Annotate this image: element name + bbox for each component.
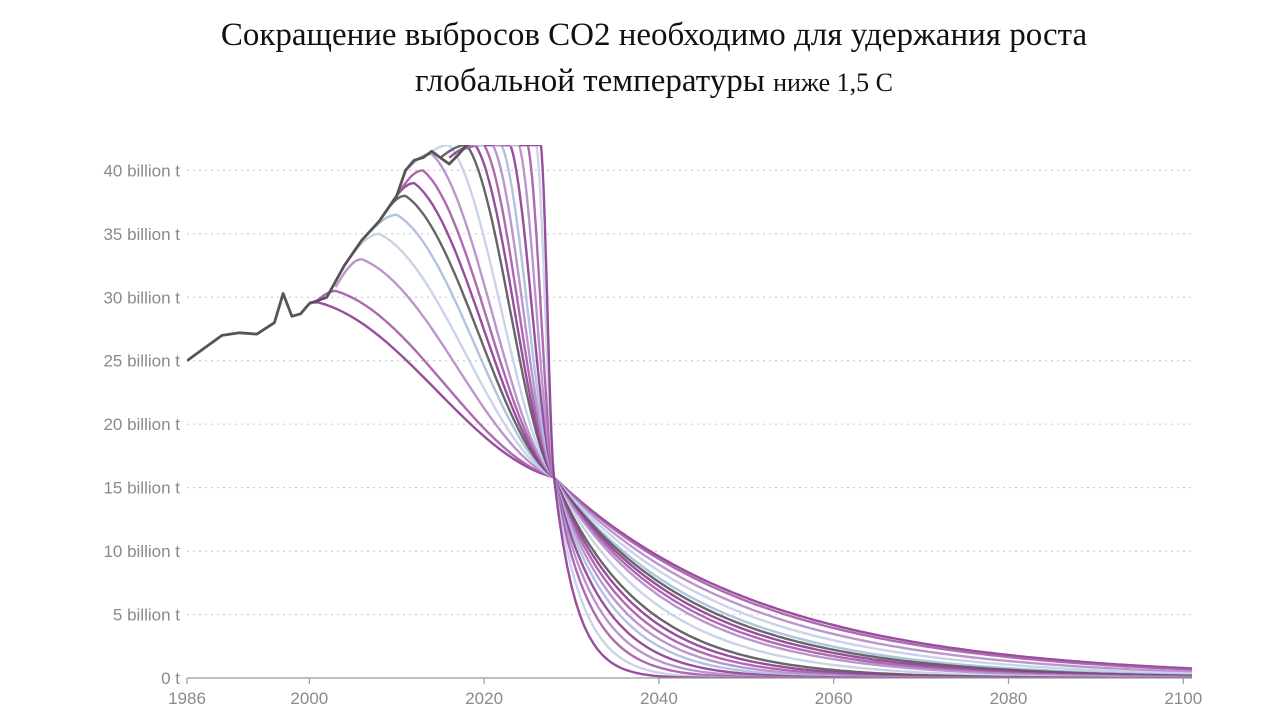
y-axis: 0 t 5 billion t 10 billion t 15 billion t 20… bbox=[103, 161, 180, 688]
y-tick-label: 10 billion t bbox=[103, 542, 180, 561]
x-tick-label: 1986 bbox=[168, 689, 206, 708]
historical-line bbox=[187, 145, 471, 362]
chart-title: Сокращение выбросов CO2 необходимо для у… bbox=[0, 12, 1280, 106]
y-tick-label: 5 billion t bbox=[113, 606, 180, 625]
scenario-line bbox=[317, 289, 1193, 671]
scenario-line bbox=[334, 258, 1193, 673]
y-tick-label: 0 t bbox=[161, 669, 180, 688]
y-tick-label: 40 billion t bbox=[103, 161, 180, 180]
title-line-1: Сокращение выбросов CO2 необходимо для у… bbox=[220, 17, 1088, 53]
scenario-line bbox=[475, 145, 1192, 678]
y-tick-label: 35 billion t bbox=[103, 225, 180, 244]
title-line-2: глобальной температуры ниже 1,5 С bbox=[0, 58, 1280, 106]
y-tick-label: 15 billion t bbox=[103, 479, 180, 498]
x-axis: 1986 2000 2020 2040 2060 2080 2100 bbox=[168, 677, 1202, 708]
x-tick-label: 2020 bbox=[465, 689, 503, 708]
scenario-lines bbox=[308, 145, 1193, 678]
scenario-line bbox=[439, 145, 1192, 678]
grid-lines bbox=[187, 169, 1192, 616]
scenario-line bbox=[492, 145, 1192, 678]
scenario-line bbox=[457, 145, 1192, 678]
title-line-2-small: ниже 1,5 С bbox=[773, 68, 893, 97]
x-tick-label: 2040 bbox=[640, 689, 678, 708]
y-tick-label: 25 billion t bbox=[103, 352, 180, 371]
scenario-line bbox=[308, 301, 1193, 670]
historical-series bbox=[187, 145, 471, 362]
y-tick-label: 20 billion t bbox=[103, 415, 180, 434]
scenario-line bbox=[519, 145, 1192, 678]
title-line-2-main: глобальной температуры bbox=[415, 63, 765, 99]
x-tick-label: 2060 bbox=[815, 689, 853, 708]
scenario-line bbox=[352, 232, 1193, 675]
scenario-line bbox=[448, 145, 1192, 678]
scenario-line bbox=[484, 145, 1192, 678]
scenario-line bbox=[404, 152, 1192, 678]
x-tick-label: 2100 bbox=[1164, 689, 1202, 708]
x-tick-label: 2000 bbox=[290, 689, 328, 708]
y-tick-label: 30 billion t bbox=[103, 288, 180, 307]
x-tick-label: 2080 bbox=[990, 689, 1028, 708]
